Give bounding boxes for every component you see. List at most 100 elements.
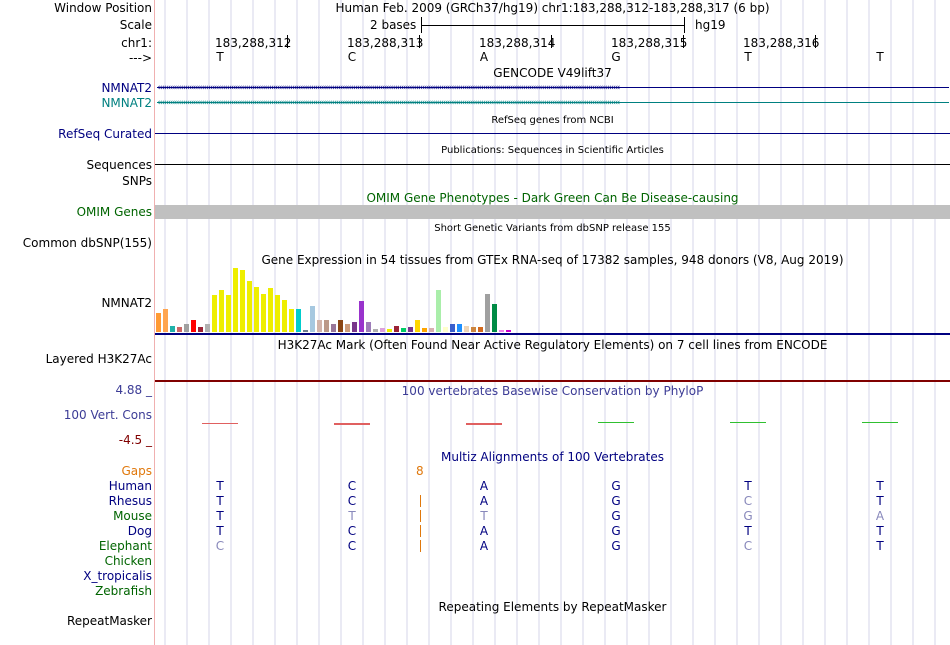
refseq-title: RefSeq genes from NCBI xyxy=(491,115,614,126)
species-label[interactable]: Zebrafish xyxy=(95,584,152,598)
gtex-tissue-bar[interactable] xyxy=(240,270,245,332)
gtex-tissue-bar[interactable] xyxy=(499,330,504,332)
coordinate-tick xyxy=(419,35,420,48)
gtex-tissue-bar[interactable] xyxy=(233,268,238,332)
gtex-tissue-bar[interactable] xyxy=(156,313,161,332)
species-label[interactable]: Human xyxy=(108,479,152,493)
gtex-tissue-bar[interactable] xyxy=(331,324,336,332)
gap-marker xyxy=(420,540,421,552)
omim-gene-band[interactable] xyxy=(155,205,950,219)
gtex-tissue-bar[interactable] xyxy=(303,330,308,332)
gtex-tissue-bar[interactable] xyxy=(394,326,399,332)
gtex-tissue-bar[interactable] xyxy=(373,329,378,332)
species-label[interactable]: Chicken xyxy=(104,554,152,568)
gtex-tissue-bar[interactable] xyxy=(352,322,357,332)
gencode-transcript-label-1[interactable]: NMNAT2 xyxy=(101,81,152,95)
aligned-base: T xyxy=(744,524,752,538)
aligned-base: C xyxy=(347,494,357,508)
gtex-tissue-bar[interactable] xyxy=(471,327,476,332)
sequences-label[interactable]: Sequences xyxy=(86,158,152,172)
gencode-transcript-2[interactable]: ‹‹‹‹‹‹‹‹‹‹‹‹‹‹‹‹‹‹‹‹‹‹‹‹‹‹‹‹‹‹‹‹‹‹‹‹‹‹‹‹… xyxy=(157,98,949,108)
gtex-tissue-bar[interactable] xyxy=(338,320,343,332)
gtex-tissue-bar[interactable] xyxy=(296,309,301,332)
sequences-line[interactable] xyxy=(155,164,950,165)
gencode-transcript-1[interactable]: ‹‹‹‹‹‹‹‹‹‹‹‹‹‹‹‹‹‹‹‹‹‹‹‹‹‹‹‹‹‹‹‹‹‹‹‹‹‹‹‹… xyxy=(157,83,949,93)
aligned-base: C xyxy=(743,539,753,553)
aligned-base: G xyxy=(611,479,621,493)
gap-marker xyxy=(420,495,421,507)
coordinate-tick xyxy=(551,35,552,48)
cons-value-bar xyxy=(334,423,370,425)
gtex-tissue-bar[interactable] xyxy=(275,295,280,332)
species-label[interactable]: Mouse xyxy=(113,509,152,523)
gtex-tissue-bar[interactable] xyxy=(226,295,231,332)
gtex-tissue-bar[interactable] xyxy=(387,329,392,332)
repeatmasker-title: Repeating Elements by RepeatMasker xyxy=(438,600,667,614)
gtex-tissue-bar[interactable] xyxy=(177,327,182,332)
coordinate-label: 183,288,314 xyxy=(479,36,556,50)
gtex-bar-chart[interactable] xyxy=(156,267,536,332)
gtex-tissue-bar[interactable] xyxy=(359,301,364,332)
refseq-label[interactable]: RefSeq Curated xyxy=(58,127,152,141)
gtex-tissue-bar[interactable] xyxy=(436,290,441,332)
gtex-tissue-bar[interactable] xyxy=(464,326,469,332)
gtex-tissue-bar[interactable] xyxy=(443,327,448,332)
gtex-tissue-bar[interactable] xyxy=(205,324,210,332)
transcript-line xyxy=(157,102,949,103)
gtex-tissue-bar[interactable] xyxy=(247,281,252,332)
gtex-tissue-bar[interactable] xyxy=(254,287,259,332)
gtex-tissue-bar[interactable] xyxy=(422,328,427,332)
aligned-base: C xyxy=(347,539,357,553)
gtex-tissue-bar[interactable] xyxy=(408,327,413,332)
repeatmasker-label[interactable]: RepeatMasker xyxy=(66,614,152,628)
gtex-tissue-bar[interactable] xyxy=(310,306,315,332)
gtex-tissue-bar[interactable] xyxy=(282,300,287,332)
refseq-gene-line[interactable] xyxy=(155,133,950,134)
gtex-tissue-bar[interactable] xyxy=(401,328,406,332)
coordinate-label: 183,288,312 xyxy=(215,36,292,50)
gtex-tissue-bar[interactable] xyxy=(317,320,322,332)
species-label[interactable]: X_tropicalis xyxy=(83,569,152,583)
h3k27ac-title: H3K27Ac Mark (Often Found Near Active Re… xyxy=(277,338,828,352)
omim-label[interactable]: OMIM Genes xyxy=(76,205,152,219)
gtex-tissue-bar[interactable] xyxy=(506,330,511,332)
gtex-tissue-bar[interactable] xyxy=(478,327,483,332)
assembly-position-title: Human Feb. 2009 (GRCh37/hg19) chr1:183,2… xyxy=(335,1,770,15)
gtex-tissue-bar[interactable] xyxy=(485,294,490,332)
gtex-tissue-bar[interactable] xyxy=(198,327,203,332)
cons-label[interactable]: 100 Vert. Cons xyxy=(63,408,152,422)
gtex-tissue-bar[interactable] xyxy=(450,324,455,332)
gencode-transcript-label-2[interactable]: NMNAT2 xyxy=(101,96,152,110)
gtex-tissue-bar[interactable] xyxy=(492,304,497,332)
gtex-tissue-bar[interactable] xyxy=(345,324,350,332)
cons-min: -4.5 _ xyxy=(118,433,152,447)
gtex-label[interactable]: NMNAT2 xyxy=(101,296,152,310)
dbsnp-label[interactable]: Common dbSNP(155) xyxy=(22,236,152,250)
species-label[interactable]: Elephant xyxy=(98,539,152,553)
species-label[interactable]: Dog xyxy=(127,524,152,538)
gtex-tissue-bar[interactable] xyxy=(429,328,434,332)
coordinate-tick xyxy=(815,35,816,48)
h3k27ac-label[interactable]: Layered H3K27Ac xyxy=(45,352,152,366)
gap-marker xyxy=(420,510,421,522)
gtex-tissue-bar[interactable] xyxy=(380,328,385,332)
gtex-tissue-bar[interactable] xyxy=(191,320,196,332)
transcript-line xyxy=(157,87,949,88)
gtex-tissue-bar[interactable] xyxy=(366,322,371,332)
cons-signal[interactable] xyxy=(155,395,950,445)
gtex-tissue-bar[interactable] xyxy=(261,294,266,332)
species-label[interactable]: Rhesus xyxy=(108,494,152,508)
gtex-tissue-bar[interactable] xyxy=(219,290,224,332)
gtex-tissue-bar[interactable] xyxy=(324,320,329,332)
gtex-tissue-bar[interactable] xyxy=(415,320,420,332)
gtex-tissue-bar[interactable] xyxy=(457,324,462,332)
snps-label[interactable]: SNPs xyxy=(122,174,152,188)
gtex-tissue-bar[interactable] xyxy=(184,324,189,332)
aligned-base: A xyxy=(479,494,489,508)
gtex-tissue-bar[interactable] xyxy=(163,309,168,332)
gtex-tissue-bar[interactable] xyxy=(268,288,273,332)
gtex-tissue-bar[interactable] xyxy=(212,295,217,332)
h3k27ac-signal-line[interactable] xyxy=(155,380,950,382)
gtex-tissue-bar[interactable] xyxy=(289,309,294,332)
gtex-tissue-bar[interactable] xyxy=(170,326,175,332)
